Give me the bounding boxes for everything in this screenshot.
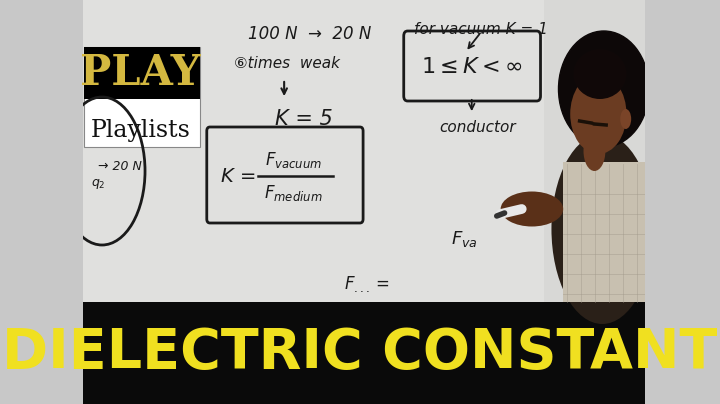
Text: $\mathit{F_{...} =}$: $\mathit{F_{...} =}$ [344, 274, 390, 294]
Bar [533, 0, 546, 302]
Text: conductor: conductor [439, 120, 516, 135]
Bar [546, 0, 561, 302]
Text: ⑥times  weak: ⑥times weak [234, 57, 341, 72]
Text: 100 N  →  20 N: 100 N → 20 N [248, 25, 371, 43]
Text: DIELECTRIC CONSTANT: DIELECTRIC CONSTANT [2, 326, 718, 380]
Bar [139, 0, 153, 302]
Text: Playlists: Playlists [91, 118, 190, 141]
Bar [153, 0, 167, 302]
Bar [111, 0, 125, 302]
Text: PLAY: PLAY [80, 52, 201, 94]
Bar [83, 0, 96, 302]
Text: $\mathit{F_{vacuum}}$: $\mathit{F_{vacuum}}$ [265, 150, 322, 170]
Bar [167, 0, 181, 302]
Bar [505, 0, 518, 302]
Bar [251, 0, 266, 302]
Bar [195, 0, 209, 302]
Text: → 20 N: → 20 N [98, 160, 142, 173]
Bar [336, 0, 350, 302]
Bar [84, 47, 199, 147]
Text: for vacuum K = 1: for vacuum K = 1 [414, 21, 548, 36]
Bar [561, 0, 575, 302]
Bar [420, 0, 434, 302]
Ellipse shape [570, 74, 626, 154]
Bar [209, 0, 223, 302]
Bar [617, 0, 631, 302]
Bar [575, 0, 589, 302]
Text: K = 5: K = 5 [275, 109, 333, 129]
Circle shape [559, 31, 649, 147]
Text: K =: K = [221, 166, 256, 185]
Bar [294, 0, 307, 302]
Bar [279, 0, 294, 302]
Bar [125, 0, 139, 302]
Bar [378, 0, 392, 302]
Text: $\mathit{F_{medium}}$: $\mathit{F_{medium}}$ [264, 183, 323, 203]
Bar [84, 47, 199, 99]
Bar [544, 0, 645, 302]
Bar [589, 0, 603, 302]
Bar [563, 162, 645, 302]
Bar [83, 0, 645, 302]
Bar [518, 0, 533, 302]
Bar [406, 0, 420, 302]
Bar [449, 0, 462, 302]
Ellipse shape [583, 131, 606, 171]
Bar [434, 0, 449, 302]
Bar [477, 0, 490, 302]
Bar [350, 0, 364, 302]
Bar [266, 0, 279, 302]
Bar [223, 0, 238, 302]
Text: $\mathit{q_2}$: $\mathit{q_2}$ [91, 177, 105, 191]
Bar [96, 0, 111, 302]
Text: $\mathit{1 \leq K < \infty}$: $\mathit{1 \leq K < \infty}$ [421, 57, 523, 77]
Bar [83, 302, 645, 404]
Text: $\mathit{F_{va}}$: $\mathit{F_{va}}$ [451, 229, 478, 249]
Bar [462, 0, 477, 302]
Ellipse shape [552, 134, 653, 324]
Bar [181, 0, 195, 302]
Ellipse shape [573, 49, 626, 99]
Ellipse shape [620, 109, 631, 129]
Bar [307, 0, 322, 302]
Bar [238, 0, 251, 302]
Bar [364, 0, 378, 302]
Bar [631, 0, 645, 302]
Bar [322, 0, 336, 302]
Bar [490, 0, 505, 302]
Bar [392, 0, 406, 302]
Ellipse shape [500, 191, 563, 227]
Bar [603, 0, 617, 302]
